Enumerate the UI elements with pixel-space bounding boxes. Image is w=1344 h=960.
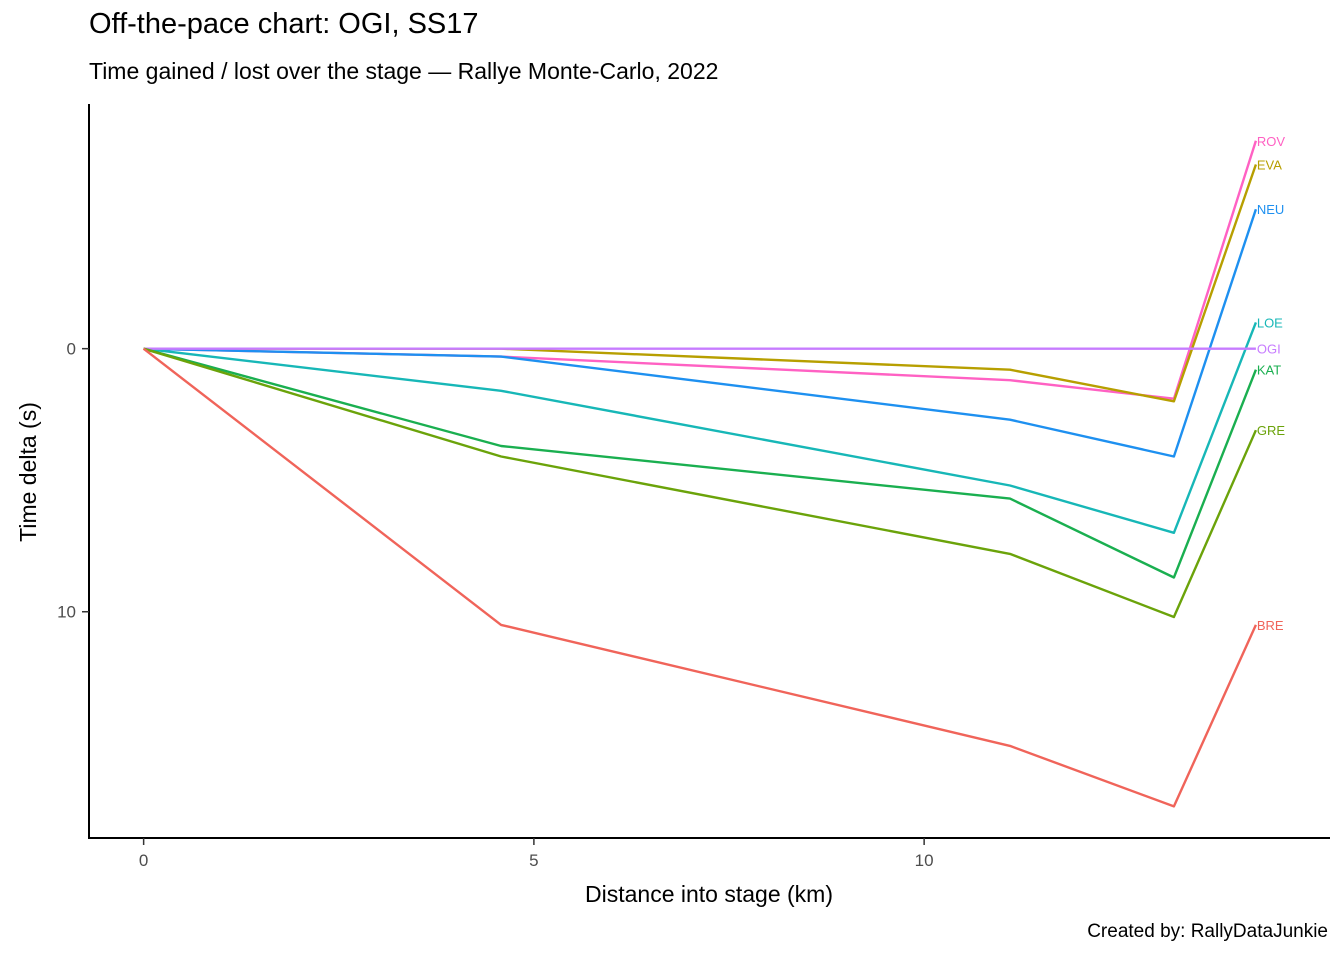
y-axis-title: Time delta (s) xyxy=(15,402,41,542)
end-label-loe: LOE xyxy=(1257,315,1283,330)
end-label-kat: KAT xyxy=(1257,363,1281,378)
series-line-loe xyxy=(143,321,1258,534)
series-line-bre xyxy=(142,347,1257,808)
x-tick-label: 5 xyxy=(529,851,538,870)
series-line-rov xyxy=(143,140,1258,400)
chart-caption: Created by: RallyDataJunkie xyxy=(1087,921,1328,942)
x-tick-label: 10 xyxy=(915,851,934,870)
series-line-kat xyxy=(143,347,1258,579)
y-tick-label: 0 xyxy=(67,340,76,359)
series-layer xyxy=(142,140,1258,808)
end-label-rov: ROV xyxy=(1257,134,1286,149)
x-tick-label: 0 xyxy=(139,851,148,870)
x-axis-title: Distance into stage (km) xyxy=(585,881,833,907)
series-line-gre xyxy=(143,347,1257,619)
end-label-ogi: OGI xyxy=(1257,342,1281,357)
end-label-bre: BRE xyxy=(1257,618,1284,633)
axis-layer: 0 5 10 0 10 xyxy=(57,104,1330,870)
end-label-layer: ROV EVA NEU LOE OGI KAT GRE BRE xyxy=(1257,134,1286,633)
end-label-neu: NEU xyxy=(1257,202,1284,217)
series-line-neu xyxy=(143,208,1258,458)
chart-title: Off-the-pace chart: OGI, SS17 xyxy=(89,8,479,40)
chart-subtitle: Time gained / lost over the stage — Rall… xyxy=(89,58,719,84)
end-label-gre: GRE xyxy=(1257,423,1286,438)
end-label-eva: EVA xyxy=(1257,158,1282,173)
y-tick-label: 10 xyxy=(57,603,76,622)
